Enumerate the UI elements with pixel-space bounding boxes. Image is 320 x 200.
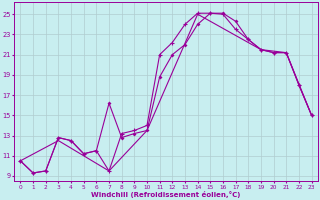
X-axis label: Windchill (Refroidissement éolien,°C): Windchill (Refroidissement éolien,°C) [91, 191, 241, 198]
